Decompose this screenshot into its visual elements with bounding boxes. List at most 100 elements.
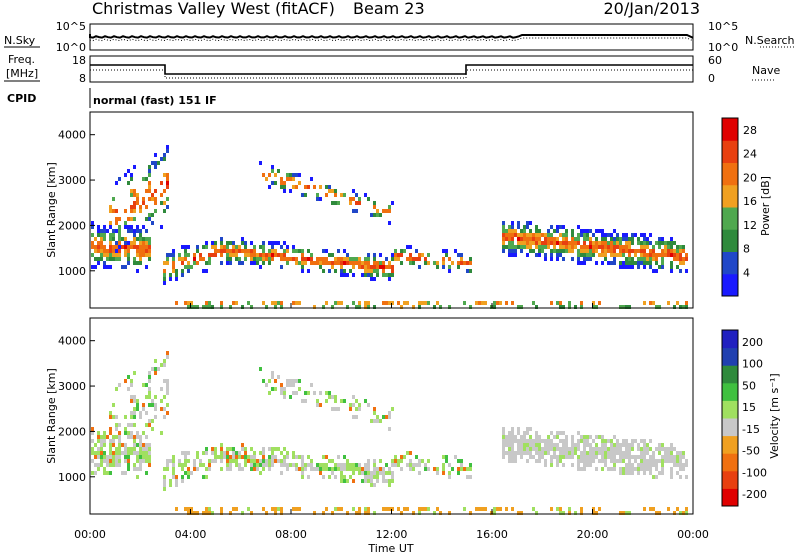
heatmap-cell	[652, 459, 655, 463]
heatmap-cell	[286, 173, 289, 177]
heatmap-cell	[589, 463, 592, 467]
heatmap-cell	[520, 435, 523, 439]
heatmap-cell	[517, 233, 520, 237]
heatmap-cell	[112, 403, 115, 407]
heatmap-cell	[370, 265, 373, 269]
heatmap-cell	[148, 395, 151, 399]
heatmap-cell	[619, 443, 622, 447]
heatmap-cell	[241, 237, 244, 241]
heatmap-cell	[514, 249, 517, 253]
heatmap-cell	[592, 301, 595, 305]
heatmap-cell	[577, 233, 580, 237]
heatmap-cell	[259, 257, 262, 261]
heatmap-cell	[568, 249, 571, 253]
heatmap-cell	[592, 451, 595, 455]
heatmap-cell	[322, 269, 325, 273]
heatmap-cell	[625, 451, 628, 455]
heatmap-cell	[559, 249, 562, 253]
heatmap-cell	[136, 475, 139, 479]
heatmap-cell	[169, 459, 172, 463]
velocity-panel-frame	[89, 317, 694, 515]
heatmap-cell	[229, 253, 232, 257]
heatmap-cell	[109, 253, 112, 257]
heatmap-cell	[187, 451, 190, 455]
heatmap-cell	[517, 241, 520, 245]
heatmap-cell	[661, 265, 664, 269]
heatmap-cell	[310, 459, 313, 463]
heatmap-cell	[142, 443, 145, 447]
heatmap-cell	[172, 467, 175, 471]
heatmap-cell	[115, 423, 118, 427]
heatmap-cell	[520, 229, 523, 233]
heatmap-cell	[382, 479, 385, 483]
heatmap-cell	[100, 455, 103, 459]
heatmap-cell	[208, 511, 211, 515]
heatmap-cell	[295, 507, 298, 511]
heatmap-cell	[427, 253, 430, 257]
heatmap-cell	[580, 507, 583, 511]
heatmap-cell	[535, 451, 538, 455]
heatmap-cell	[274, 253, 277, 257]
heatmap-cell	[673, 459, 676, 463]
heatmap-cell	[139, 443, 142, 447]
heatmap-cell	[595, 443, 598, 447]
heatmap-cell	[388, 427, 391, 431]
heatmap-cell	[595, 237, 598, 241]
heatmap-cell	[289, 383, 292, 387]
heatmap-cell	[574, 447, 577, 451]
heatmap-cell	[160, 431, 163, 435]
heatmap-cell	[613, 241, 616, 245]
heatmap-cell	[601, 459, 604, 463]
heatmap-cell	[226, 257, 229, 261]
x-tick-label: 16:00	[476, 528, 508, 541]
heatmap-cell	[619, 471, 622, 475]
heatmap-cell	[316, 467, 319, 471]
heatmap-cell	[259, 245, 262, 249]
heatmap-cell	[640, 261, 643, 265]
heatmap-cell	[319, 265, 322, 269]
heatmap-cell	[544, 443, 547, 447]
heatmap-cell	[187, 507, 190, 511]
heatmap-cell	[571, 443, 574, 447]
heatmap-cell	[550, 241, 553, 245]
heatmap-cell	[301, 463, 304, 467]
heatmap-cell	[412, 257, 415, 261]
heatmap-cell	[196, 455, 199, 459]
heatmap-cell	[148, 165, 151, 169]
heatmap-cell	[631, 443, 634, 447]
heatmap-cell	[193, 257, 196, 261]
heatmap-cell	[331, 471, 334, 475]
heatmap-cell	[583, 249, 586, 253]
heatmap-cell	[373, 257, 376, 261]
heatmap-cell	[94, 265, 97, 269]
heatmap-cell	[628, 245, 631, 249]
heatmap-cell	[562, 447, 565, 451]
heatmap-cell	[202, 269, 205, 273]
y-tick-label: 3000	[58, 174, 86, 187]
heatmap-cell	[505, 229, 508, 233]
heatmap-cell	[274, 447, 277, 451]
heatmap-cell	[376, 265, 379, 269]
heatmap-cell	[106, 471, 109, 475]
heatmap-cell	[205, 261, 208, 265]
heatmap-cell	[325, 185, 328, 189]
heatmap-cell	[454, 249, 457, 253]
heatmap-cell	[310, 253, 313, 257]
heatmap-cell	[589, 237, 592, 241]
heatmap-cell	[184, 249, 187, 253]
heatmap-cell	[550, 225, 553, 229]
heatmap-cell	[679, 305, 682, 309]
heatmap-cell	[643, 447, 646, 451]
heatmap-cell	[643, 249, 646, 253]
heatmap-cell	[145, 447, 148, 451]
heatmap-cell	[442, 261, 445, 265]
heatmap-cell	[568, 241, 571, 245]
heatmap-cell	[268, 249, 271, 253]
heatmap-cell	[343, 257, 346, 261]
heatmap-cell	[151, 193, 154, 197]
heatmap-cell	[667, 249, 670, 253]
heatmap-cell	[547, 241, 550, 245]
heatmap-cell	[613, 261, 616, 265]
heatmap-cell	[622, 237, 625, 241]
heatmap-cell	[517, 427, 520, 431]
